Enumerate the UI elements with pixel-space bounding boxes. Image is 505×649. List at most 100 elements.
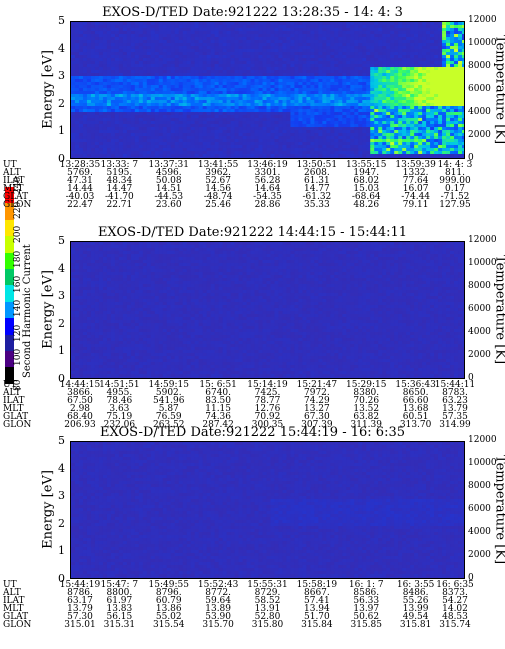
spectrogram-cell [270, 28, 276, 32]
spectrogram-cell [198, 61, 204, 65]
spectrogram-cell [126, 91, 132, 95]
spectrogram-cell [118, 118, 124, 122]
spectrogram-cell [78, 269, 84, 273]
spectrogram-cell [190, 94, 196, 98]
spectrogram-cell [354, 28, 359, 32]
spectrogram-cell [126, 145, 132, 149]
spectrogram-cell [334, 124, 339, 128]
spectrogram-cell [78, 287, 84, 291]
spectrogram-cell [78, 22, 84, 26]
spectrogram-cell [178, 67, 184, 71]
spectrogram-cell [398, 58, 403, 62]
spectrogram-cell [210, 118, 216, 122]
spectrogram-cell [110, 73, 116, 77]
spectrogram-cell [414, 91, 419, 95]
spectrogram-cell [278, 37, 284, 41]
spectrogram-cell [166, 22, 172, 26]
spectrogram-cell [278, 61, 284, 65]
spectrogram-cell [326, 85, 331, 89]
spectrogram-cell [186, 49, 192, 53]
spectrogram-cell [142, 112, 148, 116]
spectrogram-cell [134, 55, 140, 59]
spectrogram-cell [250, 154, 256, 158]
spectrogram-cell [306, 52, 311, 56]
spectrogram-cell [166, 58, 172, 62]
spectrogram-cell [390, 148, 395, 152]
spectrogram-cell [290, 115, 296, 119]
spectrogram-cell [322, 37, 327, 41]
spectrogram-cell [162, 40, 168, 44]
spectrogram-cell [114, 37, 120, 41]
spectrogram-cell [398, 112, 403, 116]
spectrogram-cell [90, 136, 96, 140]
spectrogram-cell [442, 58, 447, 62]
spectrogram-cell [190, 43, 196, 47]
spectrogram-cell [350, 145, 355, 149]
spectrogram-cell [298, 109, 304, 113]
spectrogram-cell [110, 109, 116, 113]
spectrogram-cell [262, 34, 268, 38]
spectrogram-cell [262, 142, 268, 146]
spectrogram-cell [90, 293, 96, 297]
spectrogram-cell [314, 130, 319, 134]
spectrogram-cell [190, 52, 196, 56]
spectrogram-cell [334, 31, 339, 35]
spectrogram-cell [142, 139, 148, 143]
spectrogram-cell [110, 61, 116, 65]
spectrogram-cell [402, 37, 407, 41]
spectrogram-cell [114, 76, 120, 80]
spectrogram-cell [338, 82, 343, 86]
spectrogram-cell [286, 91, 292, 95]
spectrogram-cell [138, 37, 144, 41]
spectrogram-cell [198, 58, 204, 62]
spectrogram-cell [398, 139, 403, 143]
spectrogram-cell [150, 37, 156, 41]
spectrogram-cell [94, 350, 100, 354]
spectrogram-cell [142, 61, 148, 65]
spectrogram-cell [210, 61, 216, 65]
spectrogram-cell [74, 118, 80, 122]
spectrogram-cell [406, 43, 411, 47]
spectrogram-cell [110, 49, 116, 53]
spectrogram-cell [150, 142, 156, 146]
spectrogram-cell [114, 136, 120, 140]
spectrogram-cell [290, 76, 296, 80]
spectrogram-cell [302, 97, 307, 101]
spectrogram-cell [82, 329, 88, 333]
spectrogram-cell [258, 115, 264, 119]
spectrogram-cell [462, 58, 464, 62]
spectrogram-cell [150, 121, 156, 125]
spectrogram-cell [250, 88, 256, 92]
spectrogram-cell [166, 151, 172, 155]
spectrogram-cell [370, 46, 375, 50]
spectrogram-cell [222, 151, 228, 155]
spectrogram-cell [90, 22, 96, 26]
spectrogram-cell [266, 31, 272, 35]
spectrogram-cell [454, 112, 459, 116]
spectrogram-cell [402, 76, 407, 80]
spectrogram-cell [442, 139, 447, 143]
spectrogram-cell [162, 55, 168, 59]
spectrogram-cell [374, 43, 379, 47]
spectrogram-cell [378, 34, 383, 38]
spectrogram-cell [262, 43, 268, 47]
spectrogram-cell [398, 52, 403, 56]
spectrogram-cell [414, 64, 419, 68]
spectrogram-cell [182, 88, 188, 92]
spectrogram-cell [86, 254, 92, 258]
spectrogram-cell [94, 251, 100, 255]
spectrogram-cell [226, 100, 232, 104]
spectrogram-cell [78, 296, 84, 300]
spectrogram-cell [238, 43, 244, 47]
spectrogram-cell [118, 136, 124, 140]
spectrogram-cell [386, 85, 391, 89]
spectrogram-cell [110, 40, 116, 44]
spectrogram-cell [114, 145, 120, 149]
spectrogram-cell [226, 109, 232, 113]
spectrogram-cell [198, 85, 204, 89]
spectrogram-cell [130, 145, 136, 149]
spectrogram-cell [170, 31, 176, 35]
spectrogram-cell [386, 82, 391, 86]
spectrogram-cell [458, 85, 463, 89]
spectrogram-cell [458, 127, 463, 131]
